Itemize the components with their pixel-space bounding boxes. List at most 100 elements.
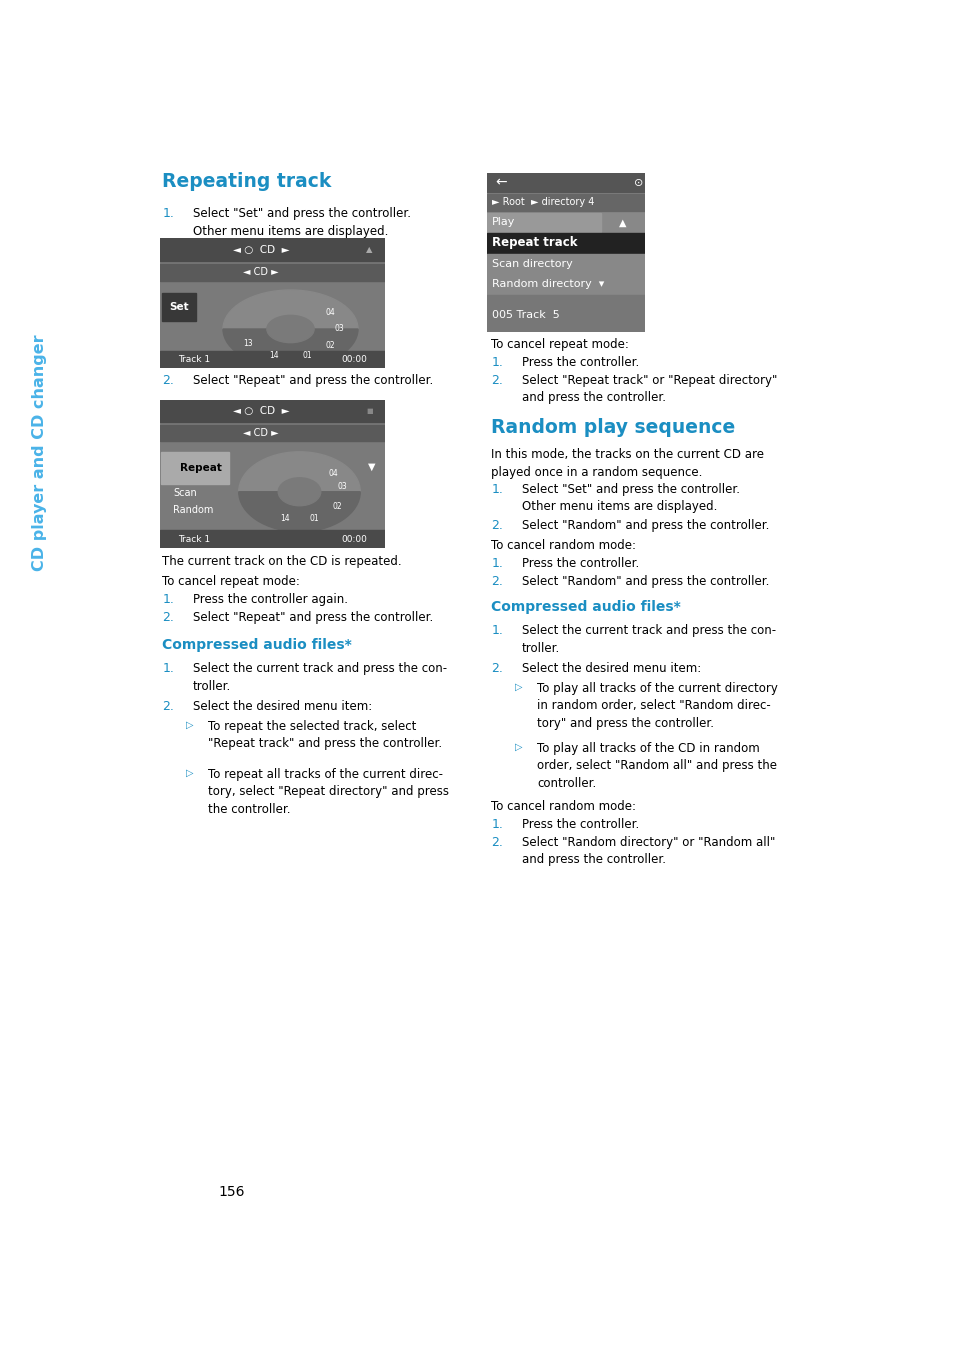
Text: ◄ CD ►: ◄ CD ► (243, 267, 279, 277)
Text: ◄ ○  CD  ►: ◄ ○ CD ► (233, 407, 290, 416)
Bar (486, 296, 644, 332)
Text: 2.: 2. (491, 836, 502, 848)
Text: Press the controller again.: Press the controller again. (193, 593, 347, 607)
Text: To cancel random mode:: To cancel random mode: (491, 800, 636, 813)
Text: Press the controller.: Press the controller. (521, 357, 639, 369)
Text: Press the controller.: Press the controller. (521, 557, 639, 570)
Text: ▷: ▷ (186, 767, 193, 778)
Text: 1.: 1. (491, 484, 502, 496)
Text: ▷: ▷ (515, 742, 522, 753)
Bar (486, 254, 644, 273)
Text: The current track on the CD is repeated.: The current track on the CD is repeated. (162, 555, 401, 567)
Text: ◄ CD ►: ◄ CD ► (243, 428, 279, 438)
Text: 2.: 2. (491, 662, 502, 676)
Text: To cancel repeat mode:: To cancel repeat mode: (491, 338, 629, 351)
Text: Compressed audio files*: Compressed audio files* (162, 638, 352, 653)
Text: To cancel repeat mode:: To cancel repeat mode: (162, 576, 300, 588)
Text: Select "Random" and press the controller.: Select "Random" and press the controller… (521, 576, 768, 588)
Text: Repeat track: Repeat track (491, 236, 577, 250)
Text: Track 1: Track 1 (178, 355, 210, 363)
Text: ▷: ▷ (186, 720, 193, 730)
Bar (160, 400, 385, 423)
Text: ▼: ▼ (367, 462, 375, 471)
Text: 1.: 1. (162, 593, 173, 607)
Text: 14: 14 (279, 515, 289, 523)
Text: Select "Random directory" or "Random all"
and press the controller.: Select "Random directory" or "Random all… (521, 836, 775, 866)
Text: 1.: 1. (491, 357, 502, 369)
Text: Press the controller.: Press the controller. (521, 817, 639, 831)
Text: 2.: 2. (162, 374, 173, 386)
Text: ▲: ▲ (366, 245, 372, 254)
Text: 1.: 1. (491, 817, 502, 831)
Bar (160, 426, 385, 442)
Text: 1.: 1. (491, 557, 502, 570)
Text: To play all tracks of the CD in random
order, select "Random all" and press the
: To play all tracks of the CD in random o… (537, 742, 777, 790)
Text: Set: Set (169, 301, 189, 312)
Text: 04: 04 (328, 469, 337, 478)
Text: ■: ■ (366, 408, 373, 415)
Text: 1.: 1. (162, 662, 173, 676)
Text: To cancel random mode:: To cancel random mode: (491, 539, 636, 553)
Text: Repeat: Repeat (180, 463, 222, 473)
Text: 03: 03 (337, 482, 347, 492)
Text: To repeat the selected track, select
"Repeat track" and press the controller.: To repeat the selected track, select "Re… (208, 720, 441, 751)
Text: 14: 14 (269, 351, 278, 359)
Bar (486, 173, 644, 192)
Wedge shape (223, 330, 357, 367)
Text: Random play sequence: Random play sequence (491, 417, 735, 436)
Circle shape (278, 478, 320, 505)
Text: Select the current track and press the con-
troller.: Select the current track and press the c… (521, 624, 775, 654)
Bar (162, 293, 195, 322)
Text: ◄ ○  CD  ►: ◄ ○ CD ► (233, 245, 290, 255)
Text: Select "Random" and press the controller.: Select "Random" and press the controller… (521, 519, 768, 532)
Wedge shape (223, 290, 357, 330)
Text: Select "Repeat track" or "Repeat directory"
and press the controller.: Select "Repeat track" or "Repeat directo… (521, 374, 777, 404)
Text: Scan directory: Scan directory (491, 258, 572, 269)
Bar (486, 193, 644, 211)
Bar (161, 451, 229, 485)
Text: 005 Track  5: 005 Track 5 (491, 309, 558, 319)
Text: 156: 156 (218, 1185, 244, 1198)
Text: ▷: ▷ (515, 682, 522, 692)
Text: 04: 04 (325, 308, 335, 317)
Bar (486, 274, 644, 293)
Bar (160, 530, 385, 549)
Text: 02: 02 (333, 501, 342, 511)
Text: Select the desired menu item:: Select the desired menu item: (521, 662, 700, 676)
Text: ⊙: ⊙ (634, 177, 642, 188)
Text: Random directory  ▾: Random directory ▾ (491, 280, 603, 289)
Text: To play all tracks of the current directory
in random order, select "Random dire: To play all tracks of the current direct… (537, 682, 777, 730)
Text: To repeat all tracks of the current direc-
tory, select "Repeat directory" and p: To repeat all tracks of the current dire… (208, 767, 449, 816)
Text: 1.: 1. (162, 207, 173, 220)
Text: 03: 03 (334, 324, 344, 334)
Bar (486, 212, 600, 232)
Text: 02: 02 (325, 340, 335, 350)
Text: 2.: 2. (491, 519, 502, 532)
Text: 00:00: 00:00 (341, 355, 367, 363)
Text: ▲: ▲ (618, 218, 626, 227)
Circle shape (267, 315, 314, 343)
Text: 01: 01 (302, 351, 312, 359)
Text: Select "Repeat" and press the controller.: Select "Repeat" and press the controller… (193, 374, 433, 386)
Bar (600, 212, 644, 232)
Text: Select the desired menu item:: Select the desired menu item: (193, 700, 372, 713)
Text: Repeating track: Repeating track (162, 172, 332, 190)
Text: 2.: 2. (491, 576, 502, 588)
Text: 13: 13 (243, 339, 253, 347)
Text: Play: Play (491, 218, 515, 227)
Text: Select the current track and press the con-
troller.: Select the current track and press the c… (193, 662, 446, 693)
Text: In this mode, the tracks on the current CD are
played once in a random sequence.: In this mode, the tracks on the current … (491, 449, 763, 478)
Text: ←: ← (495, 176, 506, 189)
Text: CD player and CD changer: CD player and CD changer (32, 334, 48, 571)
Text: Track 1: Track 1 (178, 535, 210, 543)
Text: 2.: 2. (491, 374, 502, 386)
Text: Select "Repeat" and press the controller.: Select "Repeat" and press the controller… (193, 611, 433, 624)
Bar (160, 238, 385, 261)
Text: 00:00: 00:00 (341, 535, 367, 543)
Text: Select "Set" and press the controller.
Other menu items are displayed.: Select "Set" and press the controller. O… (193, 207, 411, 238)
Text: ► Root  ► directory 4: ► Root ► directory 4 (491, 197, 594, 208)
Wedge shape (238, 451, 360, 492)
Text: Select "Set" and press the controller.
Other menu items are displayed.: Select "Set" and press the controller. O… (521, 484, 740, 513)
Bar (486, 234, 644, 253)
Text: 2.: 2. (162, 700, 173, 713)
